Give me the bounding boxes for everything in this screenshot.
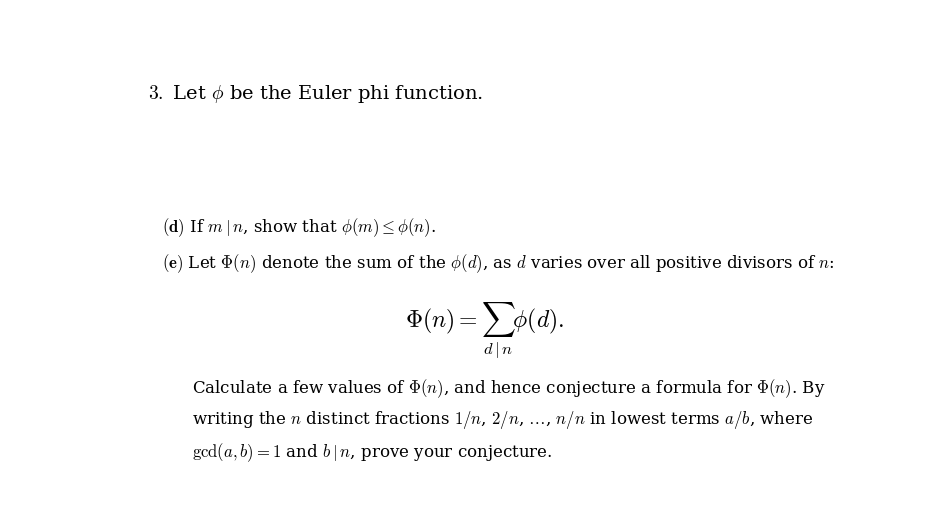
- Text: $\mathbf{3.}$ Let $\phi$ be the Euler phi function.: $\mathbf{3.}$ Let $\phi$ be the Euler ph…: [148, 83, 482, 105]
- Text: $\mathbf{(d)}$ If $m \mid n$, show that $\phi(m) \leq \phi(n)$.: $\mathbf{(d)}$ If $m \mid n$, show that …: [163, 216, 436, 238]
- Text: Calculate a few values of $\Phi(n)$, and hence conjecture a formula for $\Phi(n): Calculate a few values of $\Phi(n)$, and…: [191, 377, 825, 400]
- Text: $\Phi(n) = \sum_{d\,|\,n} \phi(d).$: $\Phi(n) = \sum_{d\,|\,n} \phi(d).$: [405, 300, 565, 360]
- Text: $\mathbf{(e)}$ Let $\Phi(n)$ denote the sum of the $\phi(d)$, as $d$ varies over: $\mathbf{(e)}$ Let $\Phi(n)$ denote the …: [163, 252, 834, 275]
- Text: writing the $n$ distinct fractions $1/n$, $2/n$, $\ldots$, $n/n$ in lowest terms: writing the $n$ distinct fractions $1/n$…: [191, 409, 813, 431]
- Text: $\gcd(a, b) = 1$ and $b \mid n$, prove your conjecture.: $\gcd(a, b) = 1$ and $b \mid n$, prove y…: [191, 441, 552, 464]
